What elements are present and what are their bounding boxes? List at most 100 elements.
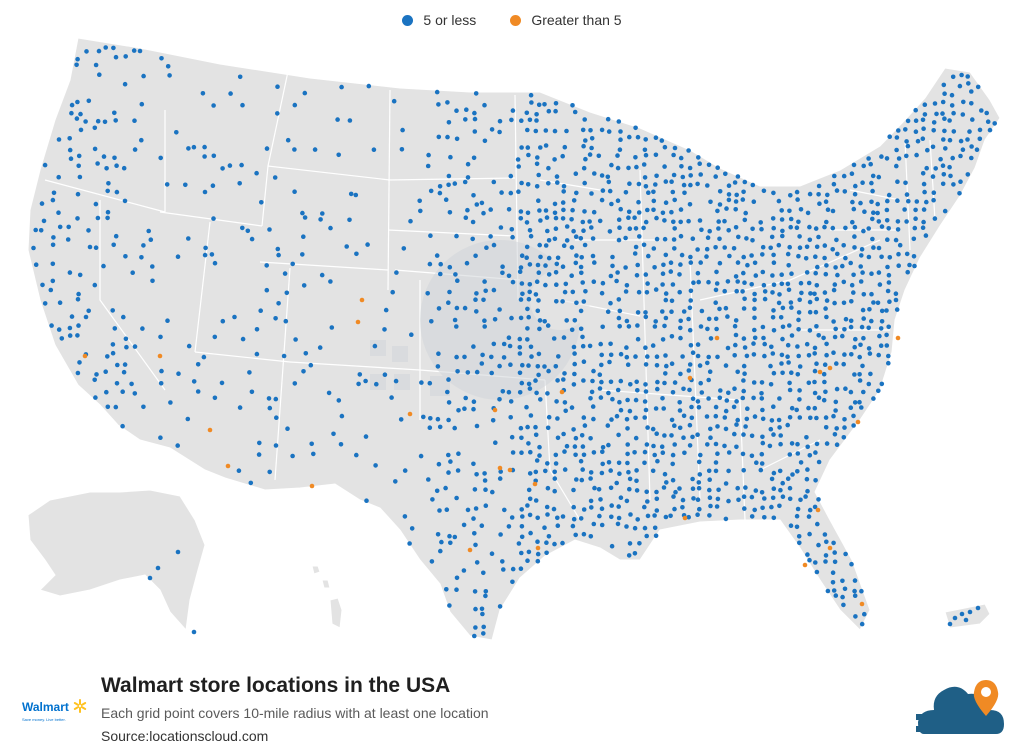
location-dot bbox=[695, 432, 700, 438]
location-dot bbox=[778, 315, 784, 320]
location-dot bbox=[860, 307, 866, 313]
location-dot bbox=[624, 417, 630, 422]
location-dot bbox=[536, 270, 542, 276]
location-dot bbox=[312, 147, 318, 152]
location-dot bbox=[733, 332, 739, 338]
location-dot bbox=[849, 299, 854, 304]
location-dot bbox=[653, 533, 659, 539]
location-dot bbox=[497, 604, 503, 609]
location-dot bbox=[814, 569, 820, 575]
location-dot bbox=[670, 189, 676, 195]
location-dot bbox=[780, 480, 785, 486]
location-dot bbox=[895, 219, 901, 224]
location-dot bbox=[636, 199, 641, 205]
location-dot bbox=[556, 354, 561, 359]
location-dot bbox=[785, 422, 790, 428]
location-dot bbox=[589, 389, 595, 395]
location-dot bbox=[642, 460, 647, 466]
location-dot bbox=[609, 201, 614, 207]
location-dot bbox=[816, 192, 821, 197]
location-dot bbox=[771, 225, 776, 231]
location-dot bbox=[609, 417, 614, 422]
location-dot bbox=[884, 156, 890, 161]
location-dot bbox=[633, 226, 639, 231]
location-dot bbox=[552, 236, 558, 242]
location-dot bbox=[942, 128, 947, 134]
location-dot bbox=[672, 197, 677, 203]
location-dot bbox=[482, 471, 487, 476]
location-dot bbox=[654, 363, 660, 368]
location-dot bbox=[264, 146, 270, 151]
location-dot bbox=[672, 423, 677, 429]
location-dot bbox=[662, 380, 667, 386]
location-dot bbox=[599, 290, 605, 296]
location-dot bbox=[328, 225, 333, 231]
location-dot bbox=[714, 269, 719, 275]
location-dot bbox=[861, 389, 866, 395]
location-dot bbox=[418, 453, 424, 459]
location-dot bbox=[608, 485, 614, 491]
location-dot bbox=[851, 162, 857, 168]
location-dot bbox=[741, 189, 746, 195]
location-dot bbox=[813, 309, 819, 315]
location-dot bbox=[817, 201, 822, 206]
location-dot bbox=[563, 408, 568, 414]
location-dot bbox=[716, 487, 721, 493]
location-dot bbox=[526, 381, 532, 387]
location-dot bbox=[726, 390, 731, 396]
location-dot bbox=[519, 180, 524, 186]
location-dot bbox=[975, 84, 981, 90]
location-dot bbox=[921, 219, 926, 225]
location-dot bbox=[453, 272, 458, 277]
location-dot bbox=[662, 236, 668, 242]
location-dot bbox=[113, 404, 119, 410]
location-dot bbox=[733, 225, 739, 230]
location-dot-high-density bbox=[559, 389, 565, 395]
location-dot bbox=[691, 496, 696, 501]
location-dot bbox=[779, 352, 785, 358]
location-dot bbox=[57, 224, 63, 230]
location-dot bbox=[822, 290, 828, 295]
location-dot bbox=[535, 308, 541, 314]
location-dot bbox=[607, 188, 613, 194]
location-dot bbox=[879, 319, 885, 324]
location-dot bbox=[807, 224, 812, 230]
location-dot bbox=[941, 82, 947, 88]
location-dot bbox=[132, 147, 138, 152]
location-dot bbox=[661, 406, 666, 411]
location-dot bbox=[482, 324, 488, 329]
location-dot bbox=[257, 440, 262, 446]
location-dot bbox=[866, 254, 872, 260]
location-dot bbox=[660, 309, 665, 314]
location-dot bbox=[615, 387, 621, 393]
location-dot bbox=[824, 314, 829, 320]
location-dot bbox=[308, 362, 314, 368]
location-dot bbox=[777, 468, 783, 474]
location-dot bbox=[482, 102, 487, 108]
location-dot bbox=[446, 300, 451, 306]
location-dot bbox=[751, 380, 757, 385]
location-dot bbox=[616, 315, 622, 321]
location-dot bbox=[654, 489, 659, 495]
location-dot bbox=[866, 325, 871, 331]
location-dot bbox=[501, 341, 507, 347]
location-dot bbox=[232, 314, 237, 320]
location-dot bbox=[947, 118, 952, 123]
location-dot bbox=[905, 143, 911, 149]
state-border bbox=[387, 177, 516, 181]
location-dot bbox=[561, 377, 566, 382]
location-dot bbox=[680, 174, 686, 180]
location-dot bbox=[644, 290, 650, 295]
state-border bbox=[99, 200, 166, 391]
location-dot bbox=[445, 134, 450, 140]
location-dot bbox=[491, 287, 497, 293]
location-dot bbox=[615, 198, 621, 203]
location-dot bbox=[520, 514, 525, 519]
location-dot bbox=[745, 406, 750, 412]
location-dot bbox=[687, 202, 693, 207]
location-dot bbox=[112, 326, 118, 331]
location-dot bbox=[393, 479, 398, 484]
location-dot bbox=[479, 200, 485, 206]
location-dot bbox=[363, 434, 369, 439]
location-dot bbox=[869, 199, 874, 205]
